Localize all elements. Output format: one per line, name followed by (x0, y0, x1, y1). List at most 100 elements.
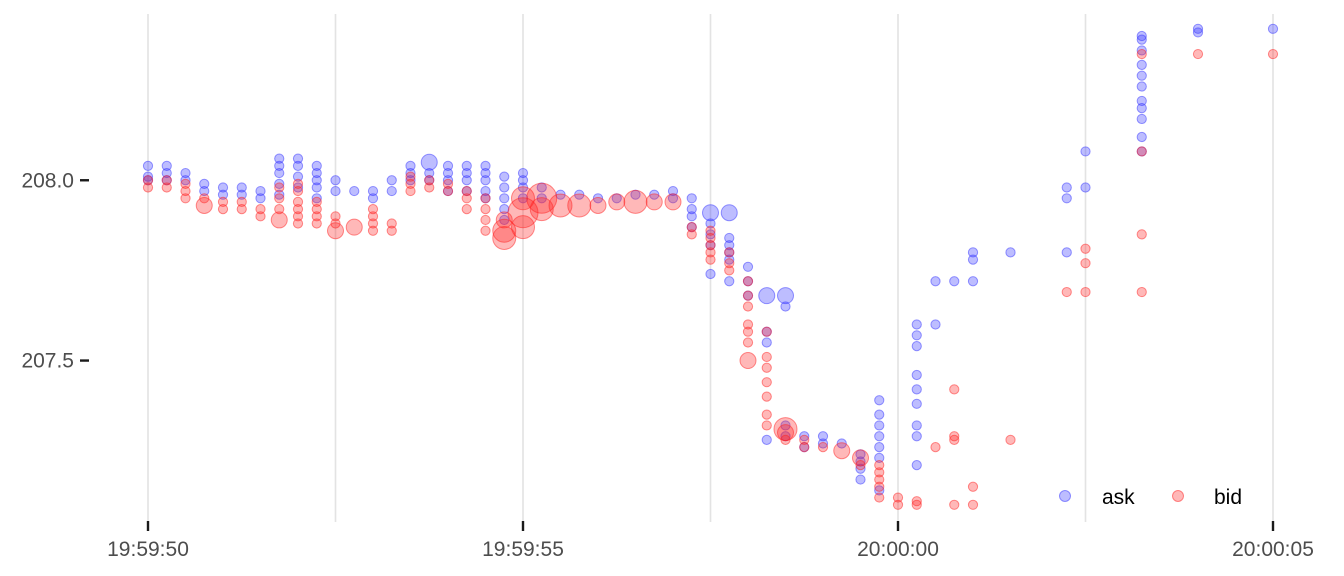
bid-point (511, 186, 535, 211)
bid-point (608, 193, 626, 211)
ask-point (180, 167, 191, 179)
ask-point (724, 276, 735, 287)
ask-point (1005, 247, 1016, 258)
ask-point (420, 153, 438, 171)
ask-point (199, 178, 210, 189)
ask-point (911, 341, 922, 352)
bid-point (852, 449, 869, 467)
ask-point (705, 268, 716, 280)
ask-point (705, 218, 716, 229)
ask-point (911, 369, 922, 381)
bid-point (967, 481, 979, 492)
bid-point (1061, 286, 1072, 298)
bid-point (761, 326, 772, 337)
bid-point (874, 467, 885, 478)
ask-point (292, 171, 304, 182)
y-tick-label: 208.0 (21, 169, 74, 192)
ask-point (911, 431, 922, 442)
ask-point (199, 185, 210, 197)
ask-point (967, 247, 979, 258)
bid-point (424, 182, 435, 193)
ask-point (442, 175, 454, 186)
ask-point (1192, 27, 1204, 38)
ask-point (1061, 193, 1072, 204)
bid-point (773, 417, 798, 442)
ask-point (799, 431, 810, 442)
ask-point (724, 254, 735, 265)
ask-point (686, 193, 697, 204)
ask-point (874, 409, 885, 420)
ask-point (911, 460, 922, 471)
ask-point (461, 167, 472, 179)
bid-point (292, 185, 304, 197)
bid-point (217, 196, 229, 207)
bid-point (311, 196, 322, 207)
bid-point (761, 391, 772, 402)
ask-point (442, 160, 454, 171)
bid-point (874, 492, 885, 503)
bid-point (195, 197, 213, 214)
ask-point (686, 211, 697, 222)
bid-point (330, 211, 341, 222)
ask-point (667, 185, 679, 197)
bid-point (1080, 286, 1091, 298)
bid-point (705, 232, 716, 244)
ask-point (405, 160, 416, 171)
ask-point (424, 167, 435, 179)
bid-point (705, 240, 716, 251)
ask-point (1136, 103, 1147, 114)
bid-point (892, 499, 904, 510)
bid-point (367, 204, 379, 215)
ask-point (686, 204, 697, 215)
bid-point (1080, 243, 1091, 254)
ask-point (780, 301, 791, 312)
ask-point (949, 276, 960, 287)
ask-point (461, 160, 472, 171)
ask-point (499, 171, 510, 182)
ask-point (367, 185, 379, 197)
ask-point (874, 420, 885, 431)
ask-point (874, 441, 885, 453)
ask-point (724, 240, 735, 251)
ask-point (255, 193, 266, 204)
bid-point (724, 265, 735, 276)
ask-point (1136, 95, 1147, 107)
bid-point (949, 434, 960, 445)
bid-point (367, 225, 379, 236)
bid-point (274, 204, 285, 215)
bid-point (255, 211, 266, 222)
ask-point (1136, 70, 1147, 81)
ask-point (499, 182, 510, 193)
bid-point (705, 225, 716, 236)
bid-point (1005, 434, 1016, 445)
bid-point (492, 218, 517, 243)
bid-point (949, 431, 960, 442)
bid-point (874, 481, 885, 492)
bid-point (480, 193, 491, 204)
bid-point (739, 352, 757, 370)
bid-point (270, 211, 288, 229)
bid-point (742, 276, 754, 287)
bid-point (833, 442, 851, 460)
bid-point (386, 225, 397, 236)
ask-point (1061, 247, 1072, 258)
ask-point (1267, 23, 1279, 34)
bid-point (345, 218, 363, 236)
ask-point (161, 167, 172, 179)
ask-point (911, 398, 922, 409)
bid-point (161, 175, 172, 186)
ask-point (911, 420, 922, 431)
bid-point (724, 258, 735, 269)
bid-point (461, 193, 472, 204)
bid-point (461, 204, 472, 215)
ask-point (180, 175, 191, 186)
ask-point (236, 189, 247, 200)
ask-point (461, 175, 472, 186)
ask-point (255, 185, 266, 197)
ask-point (236, 182, 247, 193)
ask-point (386, 185, 397, 197)
bid-point (1267, 48, 1279, 60)
legend-label-ask: ask (1102, 486, 1135, 509)
bid-point (705, 254, 716, 265)
ask-point (817, 431, 829, 442)
